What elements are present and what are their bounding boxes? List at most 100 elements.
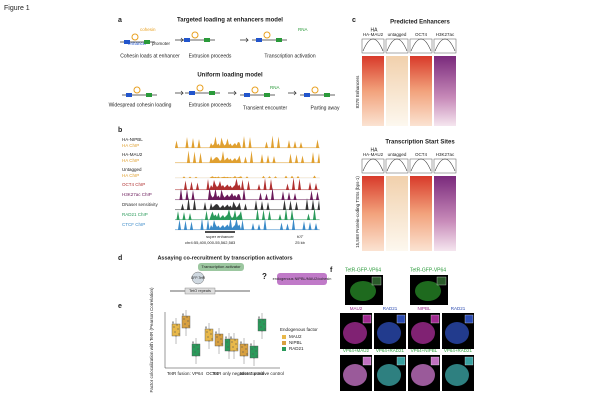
label: ?: [262, 272, 267, 281]
point: [215, 332, 217, 334]
heatmap: [362, 56, 384, 126]
point: [221, 343, 223, 345]
point: [261, 330, 263, 332]
point: [182, 314, 184, 316]
heatmap-title: Transcription Start Sites: [385, 140, 455, 146]
heatmap: [410, 56, 432, 126]
label: RNA: [298, 27, 308, 32]
legend-label: NIPBL: [289, 340, 303, 345]
section-title: Assaying co-recruitment by transcription…: [157, 255, 292, 261]
point: [195, 355, 197, 357]
image-label: VP64+RAD21: [376, 348, 405, 353]
point: [231, 341, 233, 343]
point: [253, 357, 255, 359]
inset: [436, 276, 447, 286]
track-signal: [175, 135, 320, 148]
point: [219, 334, 221, 336]
point: [193, 346, 195, 348]
nucleus: [343, 322, 367, 344]
enhancer: [304, 93, 310, 97]
label: HA: [371, 147, 379, 153]
track-signal: [175, 150, 320, 163]
point: [205, 326, 207, 328]
point: [240, 342, 242, 344]
point: [210, 333, 212, 335]
step-label: Transient encounter: [243, 105, 288, 111]
endog-box: [277, 273, 327, 285]
point: [236, 348, 238, 350]
col-label: HA-MAU2: [363, 152, 384, 157]
track-signal: [175, 217, 320, 230]
track-label: HA-NIPBL: [122, 137, 143, 142]
gene-label: KIT: [297, 234, 304, 239]
track-label: RAD21 ChIP: [122, 212, 148, 217]
col-label: H3K27ac: [436, 32, 455, 37]
point: [242, 351, 244, 353]
track-sub: HA ChIP: [122, 173, 139, 178]
cohesin: [311, 86, 319, 94]
point: [211, 338, 213, 340]
point: [182, 313, 184, 315]
inset: [362, 356, 372, 366]
track-signal: [175, 177, 320, 190]
point: [259, 321, 261, 323]
label: enhancer: [128, 41, 147, 46]
point: [196, 344, 198, 346]
point: [198, 353, 200, 355]
point: [226, 341, 228, 343]
point: [251, 348, 253, 350]
point: [205, 327, 207, 329]
track-signal: [175, 207, 320, 220]
panel-label: f: [330, 267, 333, 274]
profile: [410, 158, 432, 172]
arrow: [175, 37, 184, 43]
image-label: RAD21: [383, 306, 398, 311]
point: [230, 336, 232, 338]
profile: [434, 158, 456, 172]
promoter: [209, 91, 215, 95]
point: [184, 323, 186, 325]
point: [192, 342, 194, 344]
point: [207, 336, 209, 338]
inset: [396, 314, 406, 324]
track-label: HA-MAU2: [122, 152, 143, 157]
legend-swatch: [282, 335, 286, 339]
arrow: [288, 90, 297, 96]
col-label: OCT4: [415, 152, 427, 157]
heatmap: [386, 176, 408, 251]
point: [185, 327, 187, 329]
enhancer: [126, 93, 132, 97]
nucleus: [377, 364, 401, 386]
heatmap: [410, 176, 432, 251]
inset: [430, 356, 440, 366]
row-label: 15,568 Protein-coding TSSs (bps-1): [355, 176, 360, 248]
enhancer: [256, 38, 262, 42]
step-label: Cohesin loads at enhancer: [120, 53, 180, 59]
enhancer: [189, 91, 195, 95]
inset: [464, 314, 474, 324]
y-axis-label: Factor colocalization with TetR (Pearson…: [149, 287, 154, 392]
point: [215, 331, 217, 333]
point: [176, 324, 178, 326]
col-label: HA-MAU2: [363, 32, 384, 37]
enhancer: [124, 40, 130, 44]
label: HA: [371, 27, 379, 33]
nucleus: [350, 281, 376, 301]
image-label: MAU2: [350, 306, 363, 311]
cohesin: [263, 31, 271, 39]
point: [216, 336, 218, 338]
promoter: [324, 93, 330, 97]
track-signal: [175, 197, 320, 210]
point: [258, 316, 260, 318]
point: [194, 351, 196, 353]
step-label: Extrusion proceeds: [189, 102, 232, 108]
profile: [386, 158, 408, 172]
panel-label: a: [118, 17, 122, 24]
region-label: super enhancer: [206, 234, 234, 239]
heatmap-title: Predicted Enhancers: [390, 20, 450, 26]
scale: 25 kb: [295, 240, 306, 245]
track-label: OCT4 ChIP: [122, 182, 145, 187]
point: [173, 326, 175, 328]
point: [258, 317, 260, 319]
